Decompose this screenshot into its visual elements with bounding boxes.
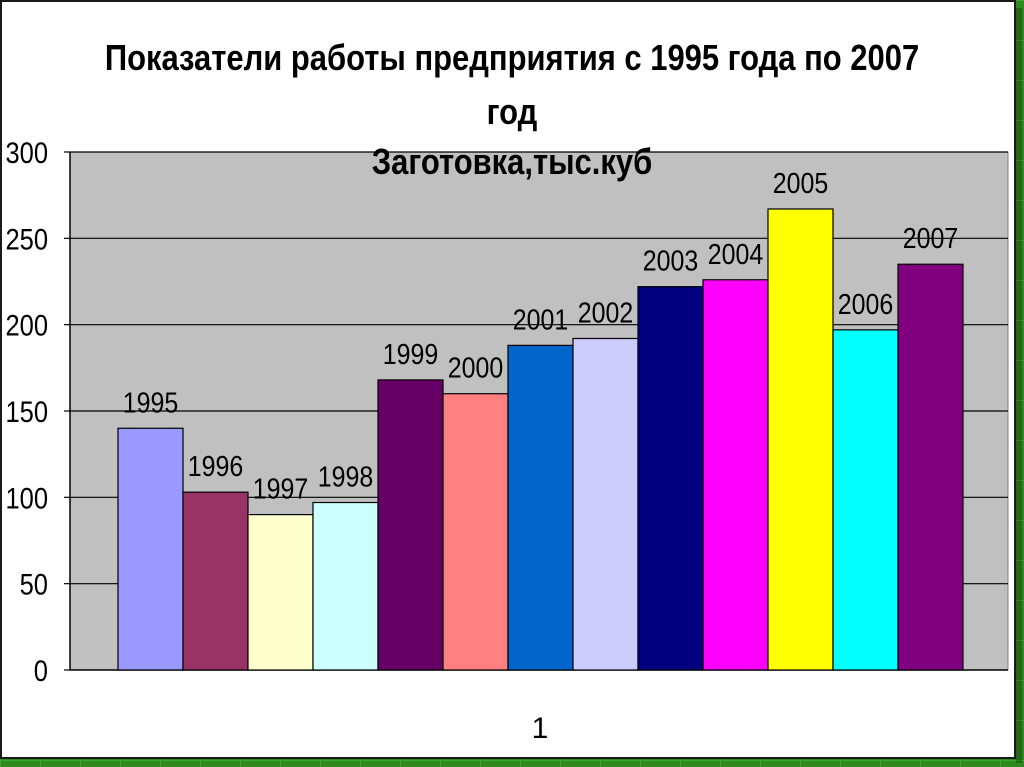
data-label-2006: 2006 xyxy=(838,288,893,320)
data-label-2000: 2000 xyxy=(448,352,503,384)
data-label-2005: 2005 xyxy=(773,167,828,199)
bar-1996 xyxy=(182,491,249,671)
data-label-2003: 2003 xyxy=(643,245,698,277)
y-tick-label: 0 xyxy=(34,654,48,687)
data-label-2001: 2001 xyxy=(513,304,568,336)
y-tick-label: 300 xyxy=(5,136,48,169)
bar-2007 xyxy=(897,263,964,671)
data-label-1997: 1997 xyxy=(253,473,308,505)
y-tick-label: 100 xyxy=(5,481,48,514)
data-label-2004: 2004 xyxy=(708,238,763,270)
chart-title-line-2: год xyxy=(487,93,538,133)
bar-2001 xyxy=(507,344,574,671)
data-label-2002: 2002 xyxy=(578,297,633,329)
chart-title-line-1: Показатели работы предприятия с 1995 год… xyxy=(105,39,919,79)
bar-2003 xyxy=(637,286,704,671)
bar-2004 xyxy=(702,279,769,671)
y-tick-label: 150 xyxy=(5,395,48,428)
y-tick-label: 250 xyxy=(5,222,48,255)
data-label-1996: 1996 xyxy=(188,450,243,482)
y-tick-label: 50 xyxy=(20,568,48,601)
bar-1998 xyxy=(312,501,379,671)
bar-1999 xyxy=(377,379,444,671)
y-tick-label: 200 xyxy=(5,309,48,342)
chart-title-line-3: Заготовка,тыс.куб xyxy=(372,143,652,183)
x-tick-label: 1 xyxy=(532,712,549,745)
data-label-1995: 1995 xyxy=(123,387,178,419)
bar-labels: 1995 1996 1997 1998 1999 2000 2001 2002 2003 2004… xyxy=(123,167,958,505)
bar-1997 xyxy=(247,513,314,671)
bar-1995 xyxy=(117,427,184,671)
bar-2006 xyxy=(832,329,899,671)
bars xyxy=(117,208,964,671)
data-label-2007: 2007 xyxy=(903,222,958,254)
bar-2002 xyxy=(572,337,639,671)
data-label-1998: 1998 xyxy=(318,461,373,493)
bar-2005 xyxy=(767,208,834,671)
bar-2000 xyxy=(442,393,509,671)
data-label-1999: 1999 xyxy=(383,338,438,370)
